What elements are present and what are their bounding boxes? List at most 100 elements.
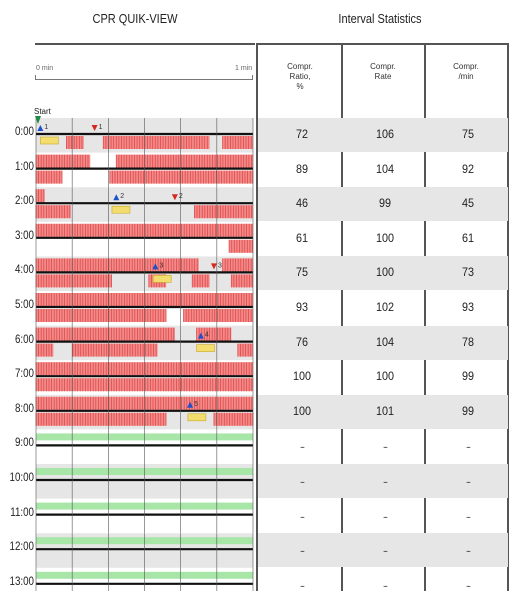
compression-segment [36,258,199,272]
blue-event-marker [197,332,204,339]
time-label: 10:00 [9,472,34,484]
event-marker-label: 2 [179,193,183,200]
blue-event-marker [113,194,120,201]
table-cell-rate: 100 [375,369,395,384]
time-ruler [35,75,253,80]
table-cell-ratio: -- [300,546,304,557]
table-row [258,256,508,291]
table-row [258,187,508,222]
table-cell-ratio: -- [300,580,304,591]
table-row [258,394,508,429]
blue-event-marker [37,125,44,131]
table-cell-rate: -- [383,442,387,453]
time-label: 9:00 [14,437,34,450]
table-cell-ratio: 61 [295,230,309,245]
column-header-rate-line-2: Rate [374,72,392,81]
table-cell-per-min: -- [466,546,470,557]
time-label: 6:00 [14,333,34,346]
column-header-rate: Compr. Rate [345,62,421,82]
column-header-per-min-line-2: /min [458,72,474,81]
time-label: 4:00 [14,264,34,277]
cpr-timeline-chart: 1 1 2 2 3 3 4 5 [35,116,254,591]
cpr-quikview-title: CPR QUIK-VIEW [92,12,178,26]
table-cell-per-min: 92 [461,161,475,176]
column-divider-3 [507,43,509,591]
event-marker-label: 1 [44,124,48,131]
table-cell-rate: 102 [375,300,395,314]
table-cell-per-min: 75 [461,127,475,141]
column-divider-2 [424,43,426,591]
table-row [258,118,508,152]
time-label: 1:00 [14,160,34,173]
table-row [258,325,508,360]
column-header-per-min-line-1: Compr. [453,62,479,71]
column-header-ratio-line-2: Ratio, [289,72,311,81]
start-label: Start [34,107,51,116]
table-cell-ratio: 72 [295,127,309,141]
table-cell-rate: -- [383,580,387,591]
shock-pad [111,205,131,214]
compression-segment [109,170,253,184]
table-cell-per-min: 73 [461,265,475,280]
panel-divider [256,43,258,591]
compression-segment [194,205,253,219]
table-cell-ratio: -- [300,477,304,487]
table-cell-ratio: 75 [295,265,309,280]
red-event-marker [171,194,178,201]
event-marker-label: 2 [120,193,124,200]
ruler-end-label: 1 min [235,65,253,72]
blue-event-marker [187,401,194,408]
compression-segment [103,136,210,149]
time-label: 7:00 [14,368,34,381]
time-label: 2:00 [14,195,34,208]
table-cell-per-min: 99 [461,369,475,384]
column-header-ratio: Compr. Ratio, % [262,62,338,92]
table-cell-rate: 100 [375,265,395,280]
time-label: 8:00 [14,402,34,415]
table-cell-ratio: -- [300,511,304,522]
table-cell-per-min: 61 [461,230,475,245]
column-header-rate-line-1: Compr. [370,62,396,71]
table-cell-rate: 100 [375,230,395,245]
table-cell-per-min: 99 [461,403,475,418]
compression-segment [36,189,45,203]
time-label: 0:00 [14,126,34,138]
table-cell-rate: 104 [375,161,395,176]
compression-segment [36,154,91,168]
shock-pad [196,344,215,352]
table-cell-ratio: 100 [292,369,312,384]
interval-statistics-title: Interval Statistics [338,12,422,26]
table-cell-rate: -- [383,511,387,522]
left-header-rule [35,43,255,45]
start-flag-icon [35,116,41,124]
table-cell-per-min: -- [466,511,470,522]
table-row [258,533,508,568]
time-label: 11:00 [10,506,34,519]
red-event-marker [210,263,217,270]
blue-event-marker [152,263,159,270]
compression-segment [229,239,253,253]
table-cell-ratio: 89 [295,161,309,176]
event-marker-label: 3 [159,262,163,269]
table-cell-per-min: 45 [461,196,475,211]
shock-pad [40,136,59,145]
column-header-ratio-line-1: Compr. [287,62,313,71]
time-label: 12:00 [9,541,34,554]
table-cell-ratio: 46 [295,196,309,211]
ruler-start-label: 0 min [36,65,54,72]
table-cell-per-min: 78 [461,334,475,349]
table-cell-rate: 101 [375,403,395,418]
compression-segment [213,412,253,426]
event-marker-label: 3 [218,262,222,269]
table-row [258,464,508,498]
right-header-rule [258,43,508,45]
table-cell-per-min: 93 [461,300,475,314]
time-label: 13:00 [9,575,34,588]
table-cell-rate: 99 [378,196,392,211]
event-marker-label: 1 [99,124,103,131]
table-cell-rate: 104 [375,334,395,349]
table-cell-ratio: 93 [295,300,309,314]
shock-pad [152,275,172,283]
red-event-marker [91,125,98,131]
shock-pad [187,413,207,422]
